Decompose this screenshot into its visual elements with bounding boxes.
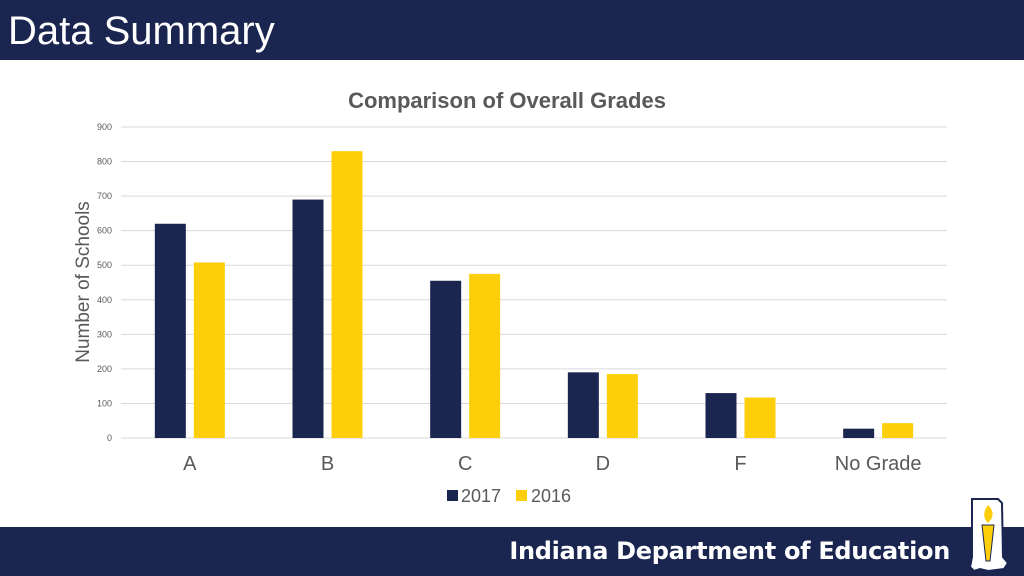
y-tick-label: 800 bbox=[97, 157, 112, 167]
indiana-torch-logo bbox=[968, 498, 1010, 573]
chart-title: Comparison of Overall Grades bbox=[348, 88, 666, 113]
y-tick-label: 400 bbox=[97, 295, 112, 305]
bar-2016-f bbox=[744, 397, 776, 438]
bar-2017-f bbox=[705, 393, 737, 438]
y-tick-label: 900 bbox=[97, 122, 112, 132]
y-tick-label: 500 bbox=[97, 260, 112, 270]
bar-2017-a bbox=[154, 223, 186, 438]
bar-2016-a bbox=[193, 262, 225, 438]
x-category-label: No Grade bbox=[835, 453, 922, 475]
legend-swatch-2016 bbox=[516, 490, 527, 501]
bar-2017-c bbox=[430, 280, 462, 438]
bar-2016-d bbox=[606, 374, 638, 438]
y-tick-label: 200 bbox=[97, 364, 112, 374]
bar-2017-d bbox=[567, 372, 599, 438]
y-tick-label: 600 bbox=[97, 226, 112, 236]
y-tick-label: 100 bbox=[97, 398, 112, 408]
bar-chart: Comparison of Overall Grades 0 100 200 300 4… bbox=[73, 88, 947, 506]
legend-swatch-2017 bbox=[447, 490, 458, 501]
header-bar: Data Summary bbox=[0, 0, 1024, 60]
x-category-label: D bbox=[596, 453, 610, 475]
torch-flame-icon bbox=[984, 505, 993, 523]
bar-2016-c bbox=[469, 273, 501, 438]
x-category-label: C bbox=[458, 453, 472, 475]
torch-handle-icon bbox=[981, 524, 995, 562]
y-tick-label: 0 bbox=[107, 433, 112, 443]
bar-2017-no-grade bbox=[843, 428, 875, 438]
bar-2016-b bbox=[331, 151, 363, 438]
bar-2017-b bbox=[292, 199, 324, 438]
bar-2016-no-grade bbox=[882, 423, 914, 438]
page-title: Data Summary bbox=[8, 9, 275, 53]
y-tick-label: 700 bbox=[97, 191, 112, 201]
x-category-label: F bbox=[734, 453, 746, 475]
legend: 2017 2016 bbox=[447, 486, 571, 506]
footer-bar: Indiana Department of Education bbox=[0, 527, 1024, 576]
x-category-label: A bbox=[183, 453, 197, 475]
legend-label-2016: 2016 bbox=[531, 486, 571, 506]
y-tick-label: 300 bbox=[97, 329, 112, 339]
org-name: Indiana Department of Education bbox=[509, 537, 950, 565]
legend-label-2017: 2017 bbox=[461, 486, 501, 506]
x-category-label: B bbox=[321, 453, 334, 475]
y-axis-label: Number of Schools bbox=[73, 201, 94, 363]
